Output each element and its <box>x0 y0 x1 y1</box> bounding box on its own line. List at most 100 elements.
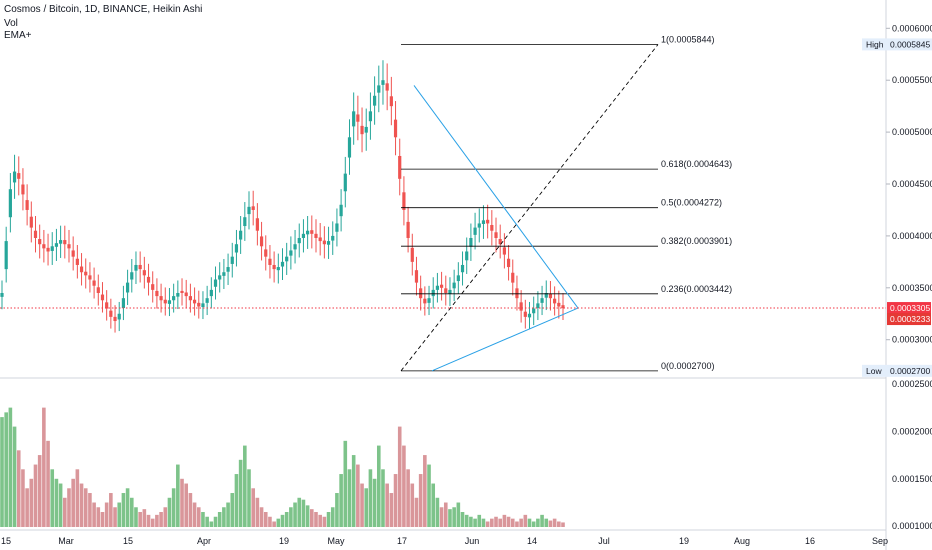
fib-level-label: 0.618(0.0004643) <box>661 159 732 169</box>
volume-indicator-label[interactable]: Vol <box>4 18 18 29</box>
volume-bar <box>498 518 503 527</box>
candle-body <box>481 220 486 224</box>
volume-bar <box>42 407 46 527</box>
volume-bar <box>129 497 134 527</box>
candle-body <box>117 313 121 320</box>
volume-bar <box>393 474 398 527</box>
descending-trend-line <box>413 85 579 309</box>
candle-body <box>364 126 368 133</box>
fib-level-label: 0.236(0.0003442) <box>661 284 732 294</box>
candle-body <box>310 230 314 234</box>
volume-bar <box>448 509 452 527</box>
volume-bar <box>322 516 327 527</box>
time-tick-label: 19 <box>679 536 689 546</box>
candle-body <box>473 227 477 235</box>
candle-body <box>352 111 356 127</box>
volume-bar <box>330 507 335 527</box>
candle-body <box>201 303 205 308</box>
price-tick-label: 0.0005000 <box>892 127 932 137</box>
volume-bar <box>62 497 67 527</box>
time-tick-label: 15 <box>123 536 133 546</box>
volume-bar <box>50 469 55 527</box>
candle-body <box>502 247 506 255</box>
candle-body <box>96 287 100 293</box>
candle-body <box>63 240 67 245</box>
candle-body <box>54 243 59 247</box>
candle-body <box>373 95 377 106</box>
volume-bar <box>150 518 155 527</box>
candle-body <box>431 289 435 297</box>
volume-bar <box>138 512 142 527</box>
volume-tick-label: 0.0001000 <box>892 521 932 531</box>
volume-bar <box>523 514 528 527</box>
volume-bar <box>293 502 297 527</box>
volume-bar <box>21 469 25 527</box>
candle-body <box>314 233 318 238</box>
volume-bar <box>33 464 38 527</box>
price-tick-label: 0.0004500 <box>892 179 932 189</box>
candle-body <box>561 305 565 309</box>
volume-bar <box>280 514 285 527</box>
volume-bar <box>402 445 406 527</box>
volume-bar <box>180 478 184 527</box>
price-tick-label: 0.0003000 <box>892 335 932 345</box>
volume-bar <box>263 512 268 527</box>
volume-bar <box>8 407 13 527</box>
volume-bar <box>272 521 276 527</box>
volume-bar <box>464 514 469 527</box>
volume-bar <box>234 474 239 527</box>
time-tick-label: Apr <box>197 536 211 546</box>
volume-bar <box>531 521 536 527</box>
volume-bar <box>4 412 8 527</box>
candle-body <box>109 310 113 317</box>
candle-body <box>184 292 188 297</box>
candle-body <box>71 250 75 257</box>
volume-bar <box>376 445 381 527</box>
candle-body <box>21 184 25 195</box>
volume-bar <box>414 497 419 527</box>
volume-bar <box>251 488 255 527</box>
volume-bar <box>96 507 101 527</box>
low-tag-bg <box>862 364 932 377</box>
candle-body <box>67 244 71 249</box>
fib-trend-diagonal <box>400 44 659 372</box>
volume-bar <box>142 509 147 527</box>
volume-bar <box>443 502 448 527</box>
volume-bar <box>75 469 80 527</box>
candle-body <box>406 221 410 238</box>
candle-body <box>121 298 126 309</box>
candle-body <box>385 83 389 91</box>
volume-bar <box>146 514 151 527</box>
candle-body <box>226 267 230 272</box>
volume-bar <box>410 483 415 527</box>
volume-tick-label: 0.0001500 <box>892 474 932 484</box>
volume-bar <box>561 522 565 527</box>
volume-bar <box>305 505 310 527</box>
candle-body <box>0 292 4 297</box>
volume-bar <box>247 469 251 527</box>
candle-body <box>448 289 452 294</box>
candle-body <box>465 251 469 261</box>
volume-bar <box>431 483 436 527</box>
candle-body <box>213 279 218 287</box>
candle-body <box>469 237 473 247</box>
candle-body <box>377 85 381 93</box>
candle-body <box>12 171 17 183</box>
volume-bar <box>314 512 318 527</box>
time-tick-label: Aug <box>734 536 750 546</box>
volume-bar <box>83 488 88 527</box>
volume-bar <box>519 518 523 527</box>
volume-bar <box>473 518 477 527</box>
volume-bar <box>406 469 410 527</box>
candle-body <box>167 300 172 304</box>
volume-bar <box>92 502 96 527</box>
candle-body <box>544 292 548 298</box>
candle-body <box>460 264 465 273</box>
candle-body <box>494 232 498 238</box>
ema-indicator-label[interactable]: EMA+ <box>4 30 32 41</box>
volume-bar <box>347 469 352 527</box>
price-tick-label: 0.0004000 <box>892 231 932 241</box>
high-tag-value: 0.0005845 <box>890 39 930 49</box>
candle-body <box>4 241 8 270</box>
